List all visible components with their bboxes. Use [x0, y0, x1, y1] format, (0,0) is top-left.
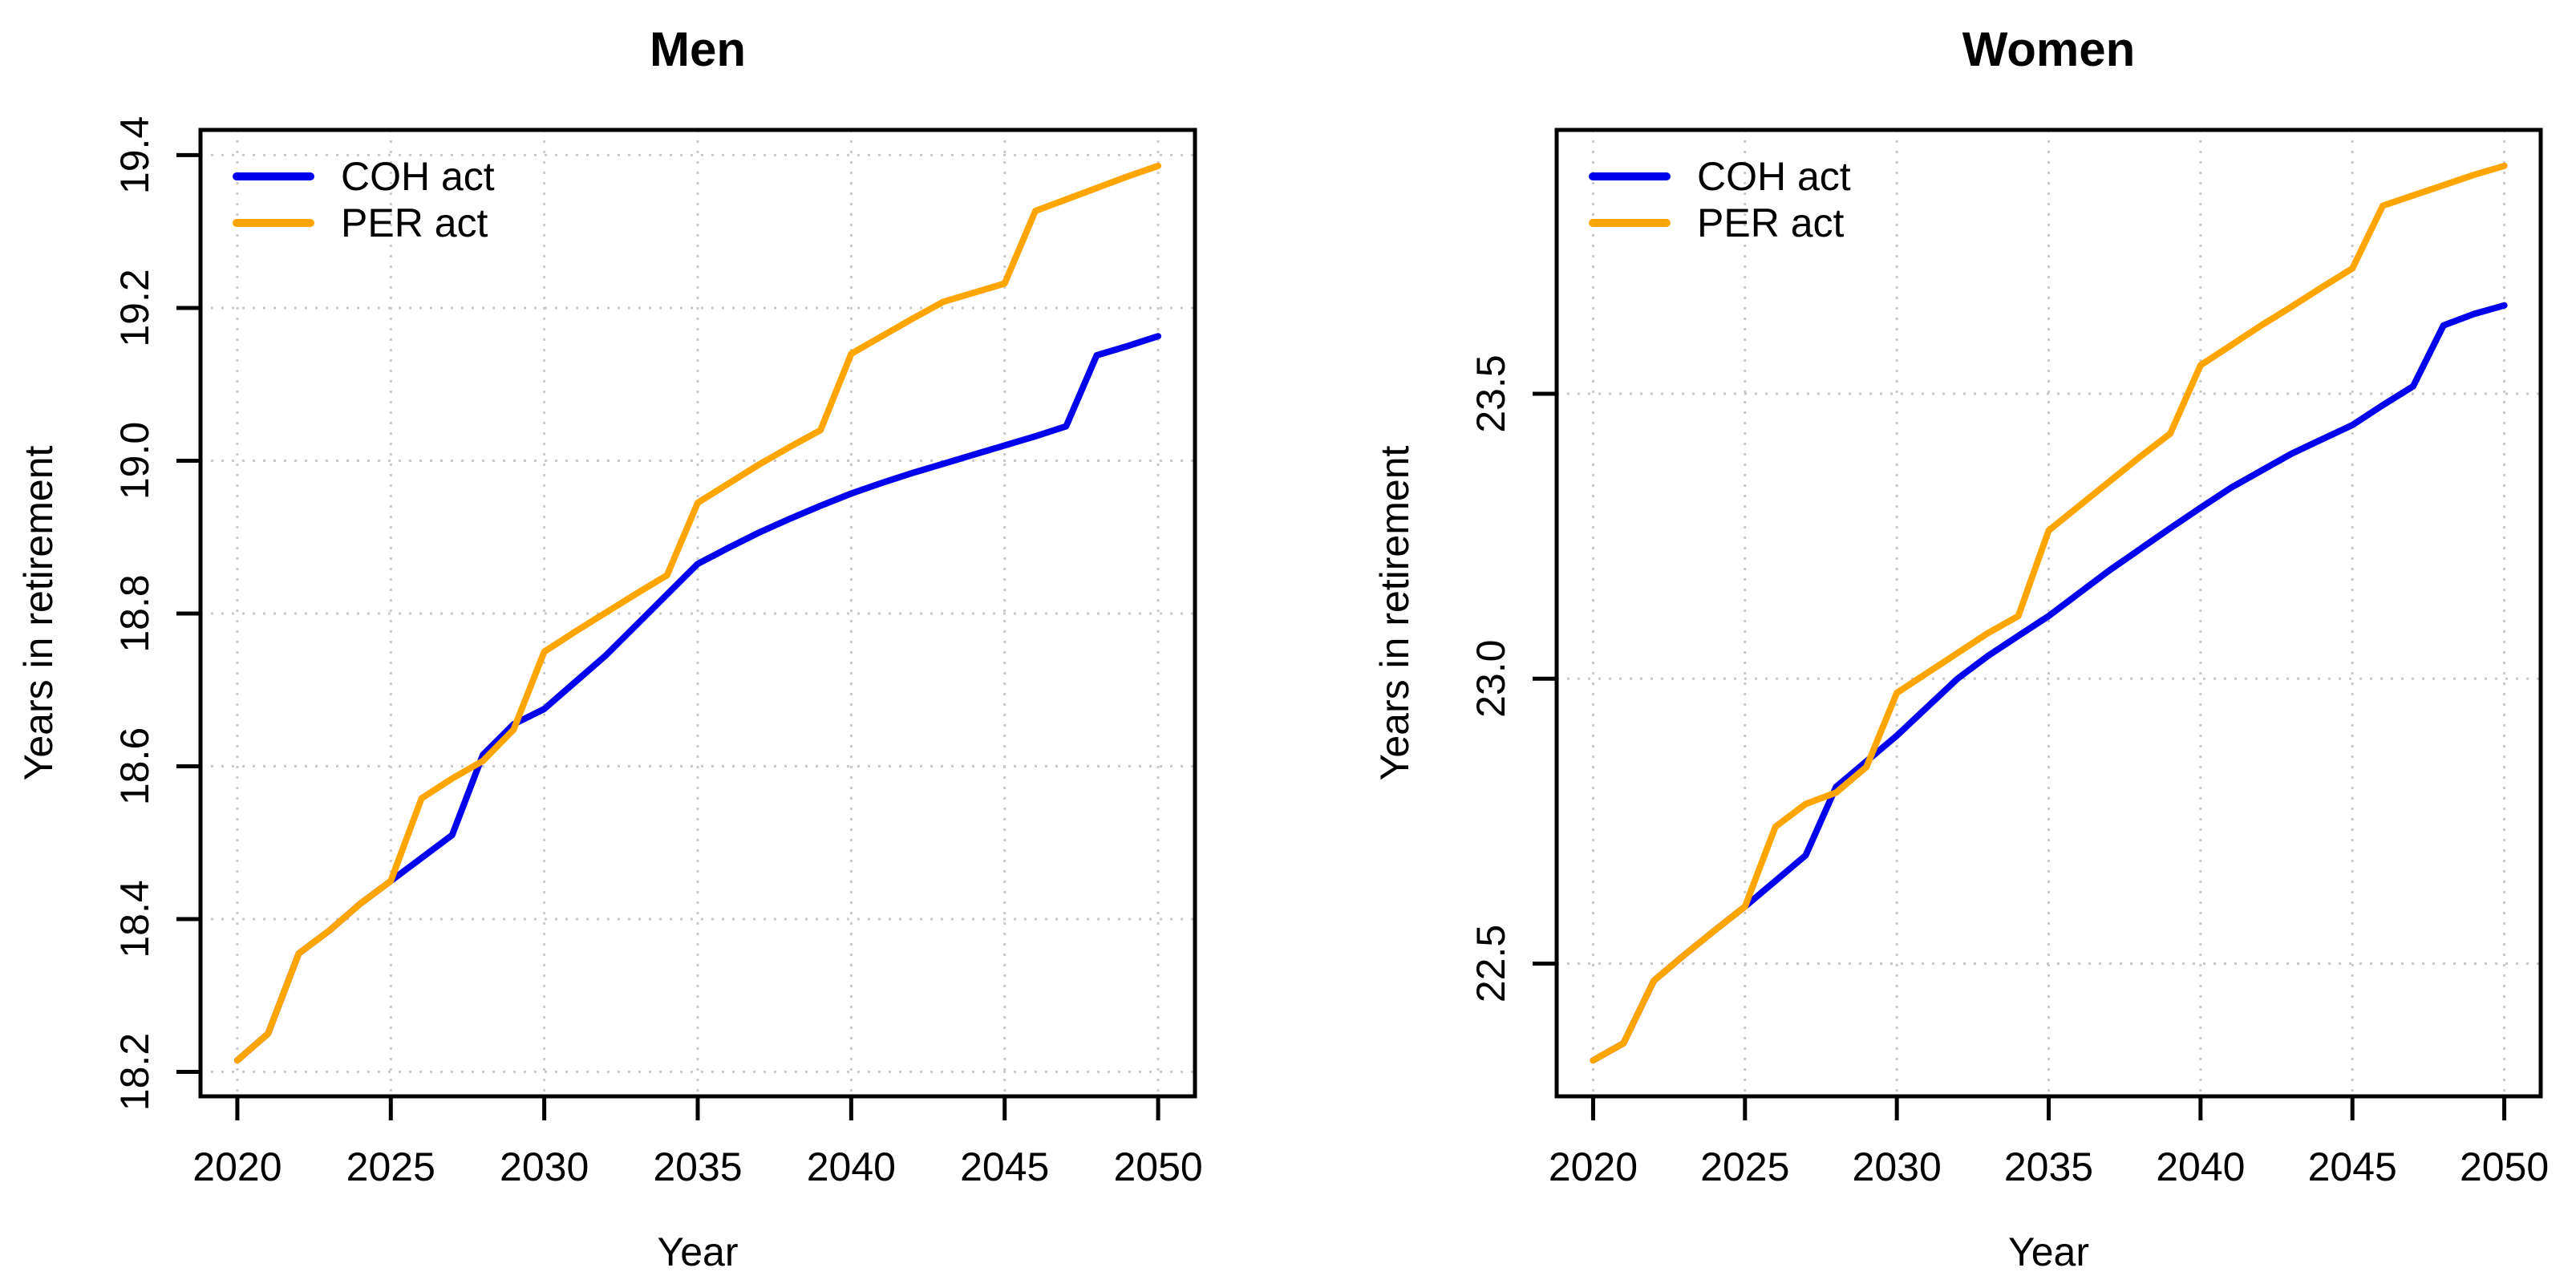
legend-label: PER act	[341, 200, 488, 245]
x-tick-label: 2025	[346, 1144, 435, 1189]
legend-label: COH act	[341, 154, 495, 199]
y-tick-label: 19.0	[112, 422, 157, 500]
y-tick-label: 18.4	[112, 880, 157, 958]
x-axis-label: Year	[2008, 1229, 2089, 1274]
chart-panel-women: 2020 2025 2030 2035 2040 2045 2050 22.5 23.0 23.5…	[1372, 22, 2549, 1274]
x-tick-label: 2035	[2004, 1144, 2093, 1189]
x-tick-label: 2020	[1549, 1144, 1638, 1189]
y-axis-label: Years in retirement	[16, 446, 61, 781]
x-tick-label: 2025	[1700, 1144, 1789, 1189]
y-tick-label: 23.0	[1468, 640, 1513, 718]
x-tick-label: 2050	[1113, 1144, 1202, 1189]
y-tick-label: 18.2	[112, 1033, 157, 1111]
y-axis-label: Years in retirement	[1372, 446, 1417, 781]
panel-title: Women	[1962, 22, 2136, 76]
y-tick-label: 23.5	[1468, 354, 1513, 432]
x-tick-label: 2020	[192, 1144, 281, 1189]
y-tick-label: 19.4	[112, 116, 157, 194]
panel-title: Men	[650, 22, 746, 76]
x-tick-label: 2035	[653, 1144, 742, 1189]
x-tick-label: 2030	[1853, 1144, 1942, 1189]
x-tick-label: 2050	[2460, 1144, 2549, 1189]
chart-panel-men: 2020 2025 2030 2035 2040 2045 2050 18.2 18.4 18.6…	[16, 22, 1203, 1274]
y-tick-label: 18.6	[112, 727, 157, 805]
legend-label: PER act	[1697, 200, 1845, 245]
x-tick-label: 2045	[2308, 1144, 2397, 1189]
x-tick-label: 2040	[2156, 1144, 2245, 1189]
x-tick-label: 2040	[807, 1144, 896, 1189]
y-tick-label: 18.8	[112, 574, 157, 652]
y-tick-label: 19.2	[112, 269, 157, 346]
legend-label: COH act	[1697, 154, 1851, 199]
y-tick-label: 22.5	[1468, 925, 1513, 1002]
x-axis-label: Year	[657, 1229, 738, 1274]
series-line-per-act	[1590, 162, 2508, 1064]
series-line-per-act	[233, 162, 1162, 1064]
x-tick-label: 2045	[960, 1144, 1049, 1189]
x-tick-label: 2030	[500, 1144, 589, 1189]
